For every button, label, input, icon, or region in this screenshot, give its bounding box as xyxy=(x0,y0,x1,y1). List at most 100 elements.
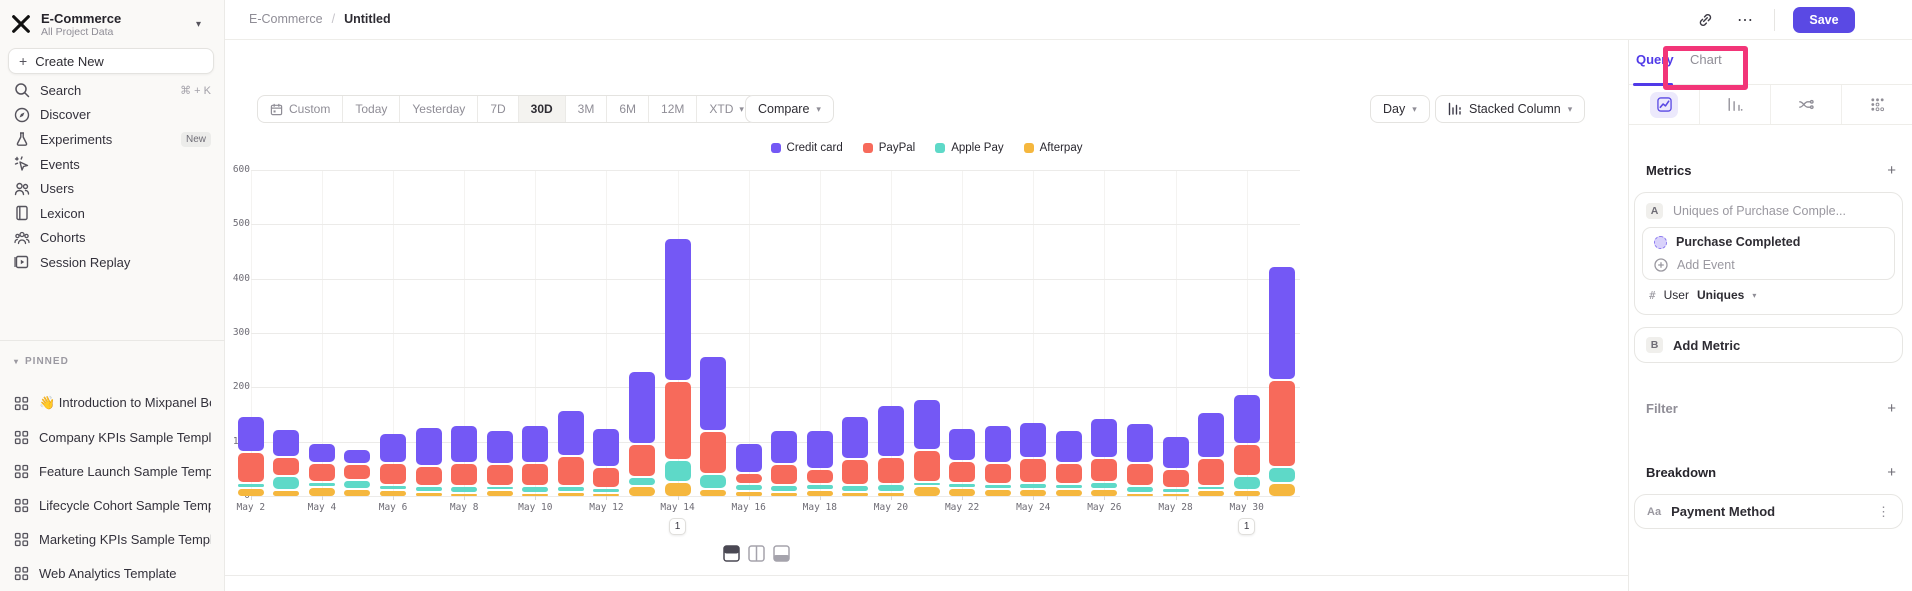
bar-segment-afterpay[interactable] xyxy=(984,490,1011,496)
bar-segment-afterpay[interactable] xyxy=(308,487,335,496)
add-metric-plus-icon[interactable]: + xyxy=(1887,162,1896,179)
layout-table-bottom-toggle[interactable] xyxy=(773,545,790,562)
bar-segment-afterpay[interactable] xyxy=(1020,489,1047,496)
bar-segment-credit-card[interactable] xyxy=(1091,418,1118,458)
bar-may-9[interactable] xyxy=(486,430,513,496)
bar-may-30[interactable] xyxy=(1233,394,1260,496)
bar-segment-apple-pay[interactable] xyxy=(771,485,798,491)
bar-segment-paypal[interactable] xyxy=(486,465,513,486)
bar-segment-credit-card[interactable] xyxy=(700,356,727,430)
bar-may-19[interactable] xyxy=(842,416,869,496)
tab-query[interactable]: Query xyxy=(1636,52,1674,67)
bar-may-28[interactable] xyxy=(1162,437,1189,496)
bar-segment-apple-pay[interactable] xyxy=(1020,484,1047,488)
pinned-board-item[interactable]: Feature Launch Sample Templa xyxy=(0,454,225,488)
bar-may-22[interactable] xyxy=(949,428,976,496)
bar-segment-apple-pay[interactable] xyxy=(1126,487,1153,492)
bar-segment-credit-card[interactable] xyxy=(415,428,442,465)
bar-segment-afterpay[interactable] xyxy=(522,494,549,496)
bar-segment-apple-pay[interactable] xyxy=(415,487,442,491)
bar-segment-afterpay[interactable] xyxy=(913,487,940,496)
bar-may-31[interactable] xyxy=(1269,267,1296,496)
add-breakdown-plus-icon[interactable]: + xyxy=(1887,464,1896,481)
bar-segment-afterpay[interactable] xyxy=(1269,484,1296,496)
tab-flows[interactable] xyxy=(1771,85,1842,124)
legend-item-apple-pay[interactable]: Apple Pay xyxy=(935,142,1004,154)
bar-segment-apple-pay[interactable] xyxy=(1269,468,1296,483)
bar-segment-afterpay[interactable] xyxy=(1162,493,1189,496)
bar-segment-apple-pay[interactable] xyxy=(984,484,1011,489)
bar-segment-apple-pay[interactable] xyxy=(1091,482,1118,488)
bar-segment-paypal[interactable] xyxy=(380,464,407,485)
bar-may-7[interactable] xyxy=(415,428,442,496)
bar-segment-credit-card[interactable] xyxy=(1055,431,1082,462)
bar-segment-credit-card[interactable] xyxy=(237,416,264,451)
bar-may-6[interactable] xyxy=(380,433,407,496)
pinned-board-item[interactable]: Company KPIs Sample Templat xyxy=(0,420,225,454)
bar-may-15[interactable] xyxy=(700,356,727,496)
sidebar-item-users[interactable]: Users xyxy=(0,176,225,201)
bar-segment-paypal[interactable] xyxy=(1020,459,1047,483)
pinned-board-item[interactable]: Web Analytics Template xyxy=(0,556,225,590)
range-xtd[interactable]: XTD ▾ xyxy=(697,96,756,122)
bar-segment-afterpay[interactable] xyxy=(629,487,656,496)
bar-segment-credit-card[interactable] xyxy=(486,430,513,464)
tab-chart[interactable]: Chart xyxy=(1690,52,1722,67)
bar-segment-paypal[interactable] xyxy=(984,463,1011,483)
bar-segment-apple-pay[interactable] xyxy=(593,488,620,492)
bar-segment-paypal[interactable] xyxy=(1269,381,1296,467)
save-button[interactable]: Save xyxy=(1793,7,1855,33)
bar-segment-paypal[interactable] xyxy=(700,431,727,474)
bar-may-4[interactable] xyxy=(308,444,335,496)
metric-summary[interactable]: Uniques of Purchase Comple... xyxy=(1673,204,1847,218)
bar-may-13[interactable] xyxy=(629,371,656,496)
range-yesterday[interactable]: Yesterday xyxy=(400,96,479,122)
pinned-board-item[interactable]: Lifecycle Cohort Sample Temp xyxy=(0,488,225,522)
bar-segment-credit-card[interactable] xyxy=(593,429,620,466)
bar-segment-afterpay[interactable] xyxy=(1126,493,1153,496)
bar-may-20[interactable] xyxy=(877,405,904,496)
bar-segment-apple-pay[interactable] xyxy=(664,461,691,481)
bar-may-3[interactable] xyxy=(273,429,300,496)
bar-segment-paypal[interactable] xyxy=(877,457,904,483)
bar-may-16[interactable] xyxy=(735,444,762,496)
range-6m[interactable]: 6M xyxy=(607,96,650,122)
copy-link-icon[interactable] xyxy=(1694,9,1716,31)
bar-segment-afterpay[interactable] xyxy=(486,491,513,496)
bar-segment-apple-pay[interactable] xyxy=(451,487,478,492)
bar-segment-apple-pay[interactable] xyxy=(557,487,584,491)
bar-segment-apple-pay[interactable] xyxy=(913,482,940,486)
bar-may-14[interactable] xyxy=(664,238,691,496)
tab-insights-line[interactable] xyxy=(1629,85,1700,124)
bar-segment-credit-card[interactable] xyxy=(451,426,478,463)
bar-segment-paypal[interactable] xyxy=(913,451,940,481)
bar-segment-credit-card[interactable] xyxy=(273,429,300,456)
bar-segment-afterpay[interactable] xyxy=(842,492,869,496)
bar-segment-afterpay[interactable] xyxy=(1233,491,1260,496)
bar-segment-apple-pay[interactable] xyxy=(806,484,833,489)
bar-segment-credit-card[interactable] xyxy=(557,411,584,456)
bar-segment-apple-pay[interactable] xyxy=(1055,484,1082,489)
bar-segment-afterpay[interactable] xyxy=(806,490,833,496)
bar-segment-credit-card[interactable] xyxy=(949,428,976,461)
bar-may-25[interactable] xyxy=(1055,431,1082,496)
bar-may-29[interactable] xyxy=(1198,412,1225,496)
range-today[interactable]: Today xyxy=(343,96,401,122)
bar-segment-credit-card[interactable] xyxy=(522,425,549,462)
bar-segment-apple-pay[interactable] xyxy=(344,481,371,489)
layout-side-by-side-toggle[interactable] xyxy=(748,545,765,562)
bar-segment-afterpay[interactable] xyxy=(700,489,727,496)
bar-segment-afterpay[interactable] xyxy=(415,492,442,496)
bar-segment-apple-pay[interactable] xyxy=(735,484,762,491)
bar-segment-apple-pay[interactable] xyxy=(308,482,335,486)
more-menu-button[interactable]: ⋯ xyxy=(1737,12,1753,29)
bar-segment-apple-pay[interactable] xyxy=(1162,489,1189,492)
bar-may-21[interactable] xyxy=(913,400,940,496)
bar-segment-paypal[interactable] xyxy=(308,463,335,481)
add-event-row[interactable]: Add Event xyxy=(1643,256,1894,279)
bar-segment-afterpay[interactable] xyxy=(1055,490,1082,496)
project-switcher[interactable]: E-Commerce All Project Data ▾ xyxy=(10,8,215,40)
compare-button[interactable]: Compare ▾ xyxy=(745,95,834,123)
bar-segment-paypal[interactable] xyxy=(629,445,656,476)
bar-segment-paypal[interactable] xyxy=(415,466,442,486)
